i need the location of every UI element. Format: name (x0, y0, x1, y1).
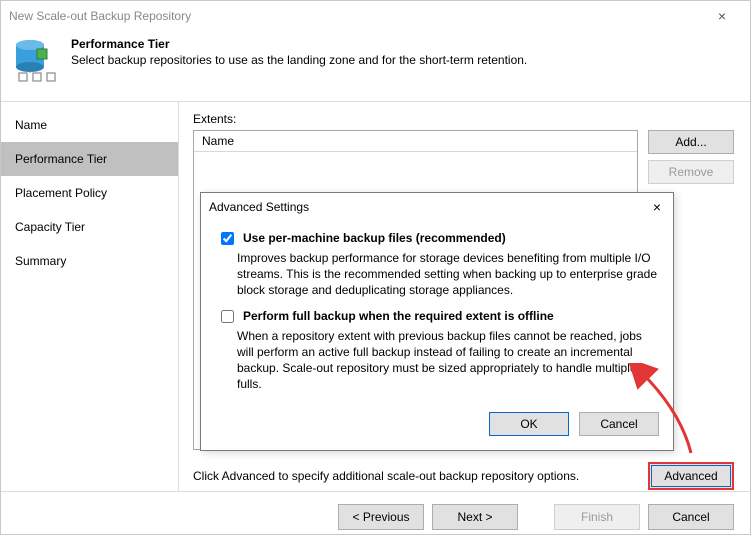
wizard-header: Performance Tier Select backup repositor… (1, 31, 750, 101)
option-per-machine: Use per-machine backup files (recommende… (217, 231, 657, 299)
extents-column-name[interactable]: Name (194, 131, 637, 152)
titlebar: New Scale-out Backup Repository × (1, 1, 750, 31)
dialog-buttons: OK Cancel (201, 408, 673, 450)
previous-button[interactable]: < Previous (338, 504, 424, 530)
sidebar-item-name[interactable]: Name (1, 108, 178, 142)
per-machine-title: Use per-machine backup files (recommende… (243, 231, 506, 245)
sidebar-item-capacity-tier[interactable]: Capacity Tier (1, 210, 178, 244)
sidebar-item-summary[interactable]: Summary (1, 244, 178, 278)
repository-icon (13, 37, 61, 85)
per-machine-description: Improves backup performance for storage … (237, 250, 657, 299)
cancel-button[interactable]: Cancel (648, 504, 734, 530)
per-machine-checkbox[interactable] (221, 232, 234, 245)
dialog-close-icon[interactable]: × (649, 199, 665, 215)
wizard-window: New Scale-out Backup Repository × Perfor… (0, 0, 751, 535)
page-subheading: Select backup repositories to use as the… (71, 53, 527, 67)
advanced-button[interactable]: Advanced (648, 462, 734, 490)
close-icon[interactable]: × (702, 8, 742, 24)
full-backup-title: Perform full backup when the required ex… (243, 309, 554, 323)
full-backup-offline-checkbox[interactable] (221, 310, 234, 323)
wizard-buttons: < Previous Next > Finish Cancel (1, 491, 750, 541)
wizard-sidebar: Name Performance Tier Placement Policy C… (1, 102, 179, 491)
extents-label: Extents: (193, 112, 734, 126)
page-heading: Performance Tier (71, 37, 527, 51)
remove-button: Remove (648, 160, 734, 184)
dialog-title: Advanced Settings (209, 200, 649, 214)
full-backup-description: When a repository extent with previous b… (237, 328, 657, 393)
header-text: Performance Tier Select backup repositor… (71, 37, 527, 67)
finish-button: Finish (554, 504, 640, 530)
window-title: New Scale-out Backup Repository (9, 9, 702, 23)
option-full-backup-label[interactable]: Perform full backup when the required ex… (217, 309, 657, 326)
dialog-titlebar: Advanced Settings × (201, 193, 673, 221)
hint-row: Click Advanced to specify additional sca… (193, 462, 734, 490)
dialog-cancel-button[interactable]: Cancel (579, 412, 659, 436)
option-per-machine-label[interactable]: Use per-machine backup files (recommende… (217, 231, 657, 248)
dialog-ok-button[interactable]: OK (489, 412, 569, 436)
next-button[interactable]: Next > (432, 504, 518, 530)
dialog-body: Use per-machine backup files (recommende… (201, 221, 673, 408)
sidebar-item-placement-policy[interactable]: Placement Policy (1, 176, 178, 210)
option-full-backup-offline: Perform full backup when the required ex… (217, 309, 657, 393)
advanced-hint: Click Advanced to specify additional sca… (193, 469, 638, 483)
add-button[interactable]: Add... (648, 130, 734, 154)
sidebar-item-performance-tier[interactable]: Performance Tier (1, 142, 178, 176)
advanced-settings-dialog: Advanced Settings × Use per-machine back… (200, 192, 674, 451)
